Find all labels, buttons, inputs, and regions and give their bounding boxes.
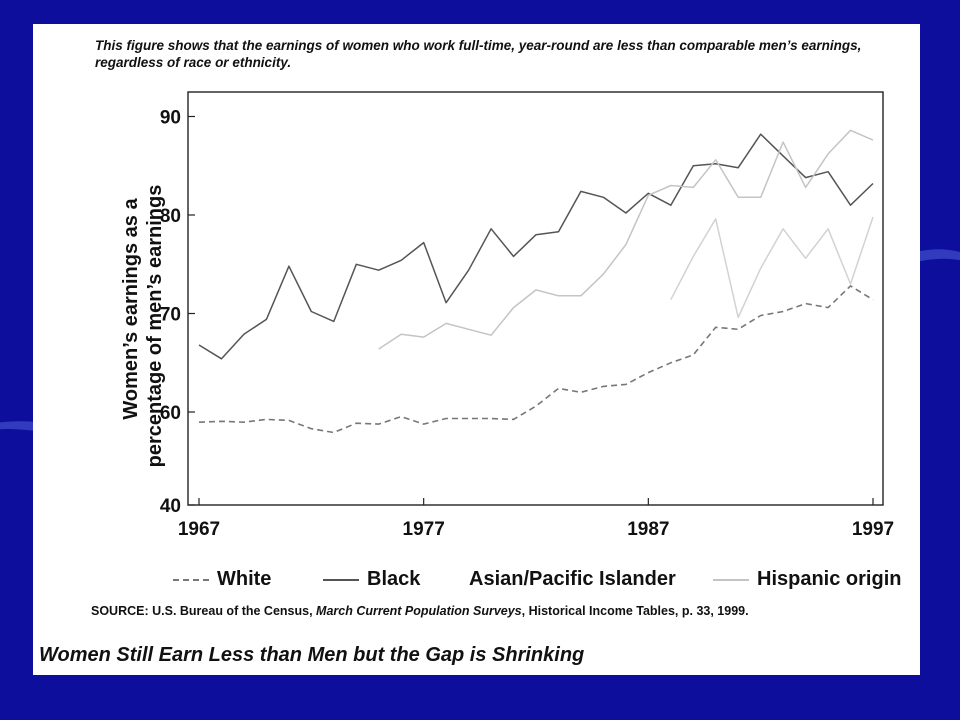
y-tick-label: 40 xyxy=(160,496,181,517)
series-line-hispanic-origin xyxy=(378,129,874,350)
line-chart: Women’s earnings as a percentage of men’… xyxy=(120,91,894,540)
legend-swatch-white xyxy=(173,578,209,581)
x-tick-label: 1967 xyxy=(178,519,220,540)
legend-item-hispanic: Hispanic origin xyxy=(713,568,901,591)
y-axis-label: Women’s earnings as a percentage of men’… xyxy=(120,185,166,468)
y-tick-label: 90 xyxy=(160,108,181,129)
legend-label-white: White xyxy=(217,568,272,590)
x-tick-label: 1987 xyxy=(627,519,669,540)
source-prefix: SOURCE: U.S. Bureau of the Census, xyxy=(91,604,317,618)
x-tick-label: 1977 xyxy=(403,519,445,540)
y-tick-label: 70 xyxy=(160,305,181,326)
plot-frame xyxy=(187,91,884,506)
series-line-black xyxy=(198,133,874,360)
series-line-asian-pacific-islander xyxy=(670,216,874,319)
legend-label-hispanic: Hispanic origin xyxy=(757,568,902,590)
series-layer xyxy=(198,129,874,434)
source-title: March Current Population Surveys xyxy=(316,604,522,618)
legend-item-asian: Asian/Pacific Islander xyxy=(469,568,676,591)
x-tick-label: 1997 xyxy=(852,519,894,540)
legend-label-asian: Asian/Pacific Islander xyxy=(469,568,676,590)
x-axis: 1967 1977 1987 1997 xyxy=(178,498,894,540)
source-note: SOURCE: U.S. Bureau of the Census, March… xyxy=(91,604,911,618)
source-suffix: , Historical Income Tables, p. 33, 1999. xyxy=(521,604,749,618)
y-tick-label: 60 xyxy=(160,403,181,424)
legend-item-white: White xyxy=(173,568,271,591)
legend-swatch-hispanic xyxy=(713,578,749,581)
figure-caption: This figure shows that the earnings of w… xyxy=(95,38,862,70)
y-tick-label: 80 xyxy=(160,206,181,227)
figure-panel: This figure shows that the earnings of w… xyxy=(33,24,920,675)
legend-label-black: Black xyxy=(367,568,421,590)
legend-item-black: Black xyxy=(323,568,420,591)
y-axis: 40 60 70 80 90 xyxy=(160,108,195,517)
legend: White Black Asian/Pacific Islander Hispa… xyxy=(173,568,913,594)
y-axis-label-line1: Women’s earnings as a xyxy=(120,198,142,420)
y-axis-label-line2: percentage of men’s earnings xyxy=(144,185,166,468)
series-line-white xyxy=(198,285,874,434)
legend-swatch-black xyxy=(323,578,359,581)
slide-title: Women Still Earn Less than Men but the G… xyxy=(39,644,585,666)
